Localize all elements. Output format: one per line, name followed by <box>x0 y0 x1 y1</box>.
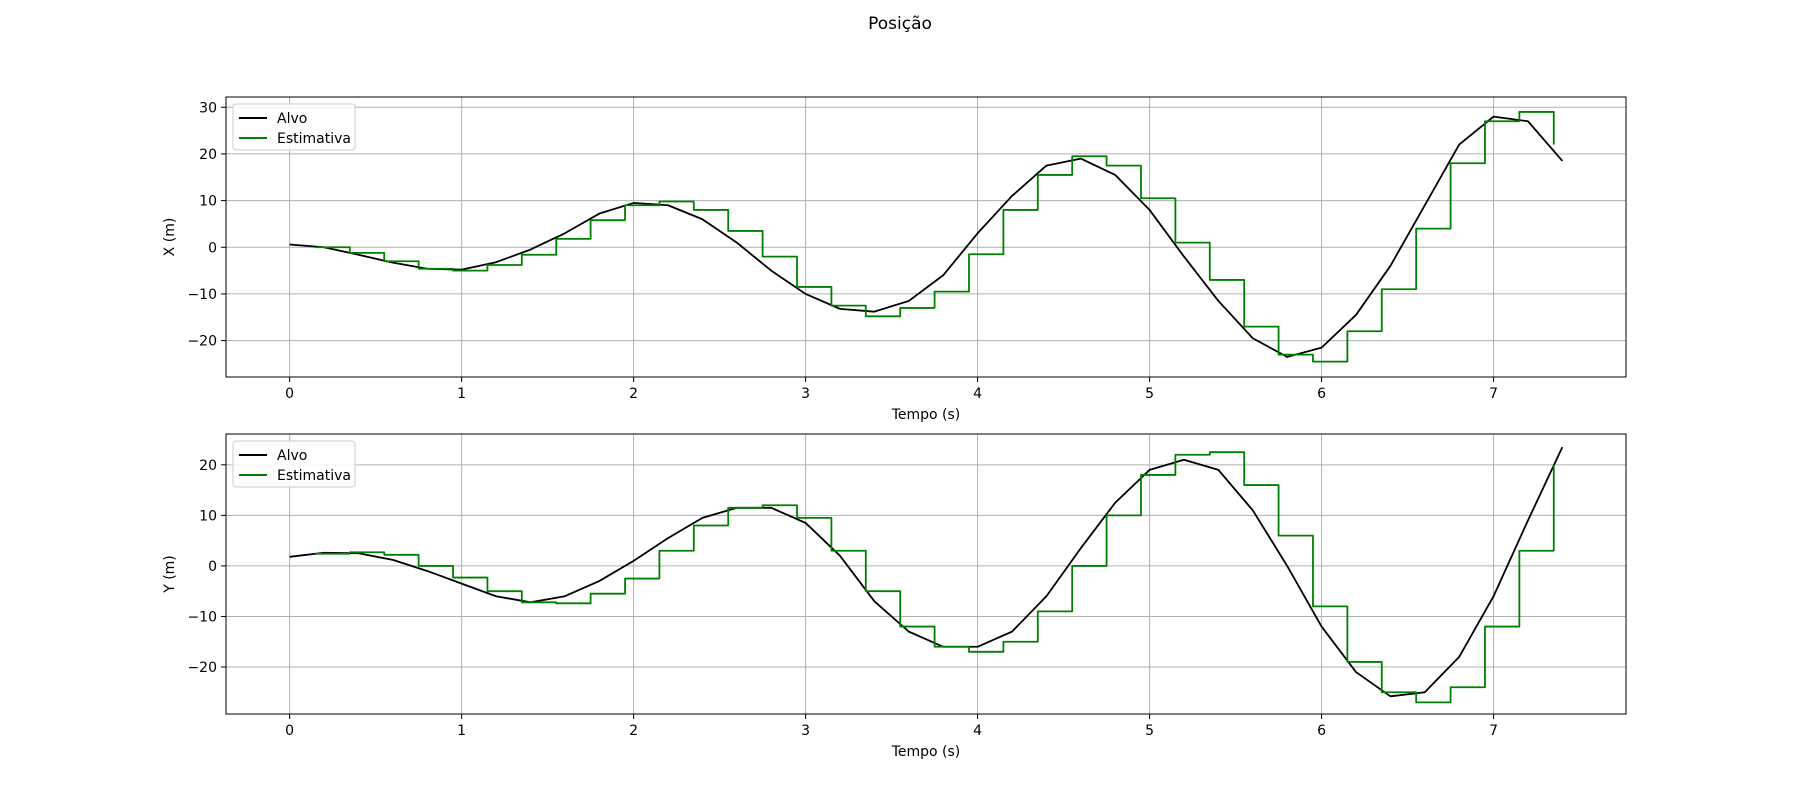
chart-2-x-tick-label: 4 <box>973 723 982 739</box>
chart-1-y-tick-label: 30 <box>199 100 217 116</box>
chart-2-x-tick-label: 7 <box>1489 723 1498 739</box>
chart-1-plot-area <box>289 111 1564 363</box>
chart-2-series-target <box>289 446 1564 698</box>
chart-1-x-tick-label: 3 <box>801 386 810 402</box>
chart-1-y-axis-label: X (m) <box>162 218 178 257</box>
figure-title: Posição <box>868 14 932 34</box>
chart-2-legend-label: Estimativa <box>277 468 351 484</box>
chart-1-x-tick-label: 6 <box>1317 386 1326 402</box>
chart-2-x-tick-label: 6 <box>1317 723 1326 739</box>
chart-1-x-tick-label: 1 <box>457 386 466 402</box>
chart-2-y-tick-label: −20 <box>187 660 217 676</box>
chart-2-x-tick-label: 5 <box>1145 723 1154 739</box>
chart-2-y-tick-label: −10 <box>187 609 217 625</box>
chart-2-x-tick-label: 0 <box>285 723 294 739</box>
chart-2-legend: Alvo Estimativa <box>232 440 356 488</box>
chart-2-frame <box>225 433 1627 715</box>
chart-2-x-tick-label: 3 <box>801 723 810 739</box>
chart-1-legend: Alvo Estimativa <box>232 103 356 151</box>
chart-1-x-tick-label: 4 <box>973 386 982 402</box>
chart-1-x-axis-label: Tempo (s) <box>891 407 961 423</box>
chart-1-x-tick-label: 7 <box>1489 386 1498 402</box>
chart-1-series-estimate <box>315 111 1555 363</box>
chart-2-legend-label: Alvo <box>277 448 307 464</box>
chart-1-y-tick-label: 10 <box>199 194 217 210</box>
chart-1-y-tick-label: 20 <box>199 147 217 163</box>
chart-1-x-tick-label: 0 <box>285 386 294 402</box>
chart-1-legend-label: Estimativa <box>277 131 351 147</box>
chart-2-x-tick-label: 1 <box>457 723 466 739</box>
chart-1-x-tick-label: 5 <box>1145 386 1154 402</box>
chart-1-y-tick-label: −10 <box>187 287 217 303</box>
chart-2-x-tick-label: 2 <box>629 723 638 739</box>
chart-1-y-tick-label: 0 <box>208 240 217 256</box>
chart-2-y-tick-label: 0 <box>208 559 217 575</box>
chart-2-y-tick-label: 10 <box>199 508 217 524</box>
chart-1-frame <box>225 96 1627 378</box>
chart-2-y-tick-label: 20 <box>199 458 217 474</box>
chart-1-series-target <box>289 115 1564 358</box>
chart-2-series-estimate <box>315 451 1555 704</box>
chart-2-x-axis-label: Tempo (s) <box>891 744 961 760</box>
chart-1-legend-label: Alvo <box>277 111 307 127</box>
chart-2: 0 1 2 3 4 5 6 7 −20 −10 0 10 20 Tempo (s) Y (m) Alvo Est… <box>162 433 1627 760</box>
chart-1: 0 1 2 3 4 5 6 7 −20 −10 0 10 20 30 Tempo (s) X (m) Alvo E… <box>162 96 1627 423</box>
chart-2-y-axis-label: Y (m) <box>162 555 178 594</box>
chart-2-plot-area <box>289 446 1564 704</box>
chart-1-x-tick-label: 2 <box>629 386 638 402</box>
chart-1-y-tick-label: −20 <box>187 334 217 350</box>
